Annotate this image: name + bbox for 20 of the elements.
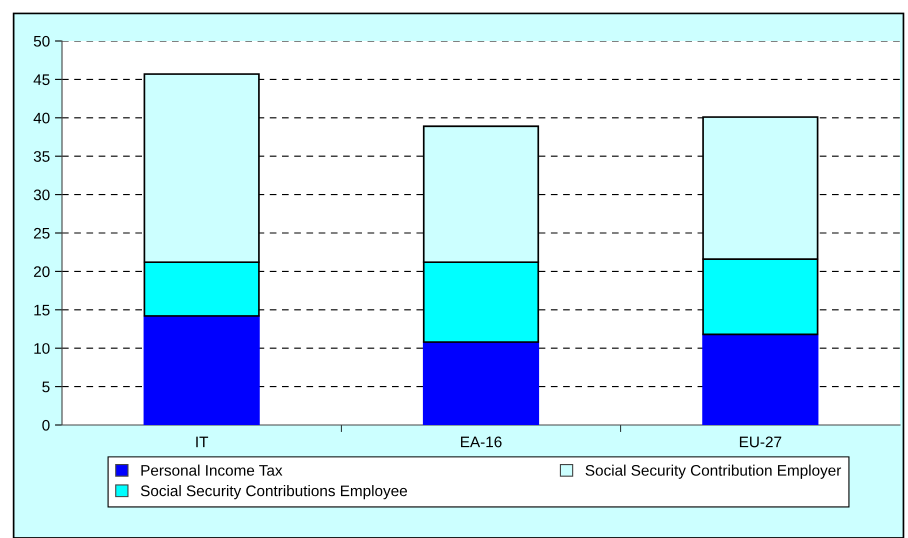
- y-tick-label: 35: [34, 151, 50, 162]
- y-tick-label: 5: [42, 382, 50, 392]
- x-tick-label: EU-27: [740, 436, 782, 448]
- y-tick-label: 30: [34, 189, 50, 200]
- bar: [702, 334, 818, 425]
- bar: [422, 341, 540, 425]
- y-tick-label: 10: [34, 343, 50, 354]
- y-tick-label: 25: [34, 228, 50, 239]
- y-tick-label: 20: [34, 266, 50, 278]
- legend-label: Personal Income Tax: [141, 464, 282, 476]
- x-tick-label: EA-16: [461, 436, 502, 448]
- y-tick-label: 40: [34, 112, 50, 124]
- y-tick-label: 50: [34, 36, 50, 47]
- legend-label: Social Security Contribution Employer: [586, 464, 842, 479]
- x-tick-label: IT: [196, 436, 208, 448]
- y-tick-label: 15: [34, 304, 50, 316]
- bar: [144, 315, 260, 425]
- y-tick-label: 45: [34, 74, 50, 86]
- y-tick-label: 0: [42, 420, 50, 431]
- legend-label: Social Security Contributions Employee: [140, 485, 407, 500]
